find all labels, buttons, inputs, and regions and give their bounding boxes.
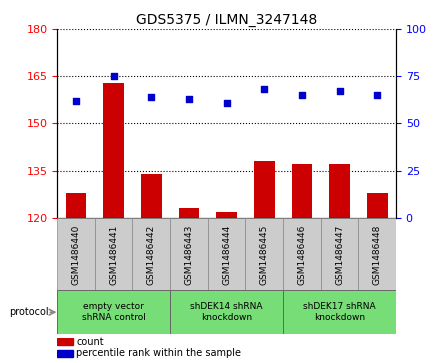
- Bar: [141, 174, 161, 218]
- Bar: [246, 218, 283, 290]
- Point: [223, 100, 230, 106]
- Bar: [66, 193, 86, 218]
- Bar: [57, 218, 95, 290]
- Bar: [95, 218, 132, 290]
- Point: [185, 96, 192, 102]
- Text: percentile rank within the sample: percentile rank within the sample: [76, 348, 241, 358]
- Bar: [179, 208, 199, 218]
- Text: GSM1486441: GSM1486441: [109, 225, 118, 285]
- Bar: [367, 193, 388, 218]
- Text: shDEK14 shRNA
knockdown: shDEK14 shRNA knockdown: [191, 302, 263, 322]
- Bar: [57, 338, 73, 345]
- Bar: [57, 350, 73, 356]
- Text: GSM1486447: GSM1486447: [335, 225, 344, 285]
- Bar: [283, 218, 321, 290]
- Text: GSM1486442: GSM1486442: [147, 225, 156, 285]
- Text: GSM1486444: GSM1486444: [222, 225, 231, 285]
- Bar: [321, 218, 358, 290]
- Bar: [254, 161, 275, 218]
- Bar: [208, 218, 246, 290]
- Point: [110, 73, 117, 79]
- Bar: [132, 218, 170, 290]
- Point: [73, 98, 80, 104]
- Point: [336, 89, 343, 94]
- Bar: [216, 212, 237, 218]
- Text: GSM1486446: GSM1486446: [297, 225, 306, 285]
- Text: GSM1486440: GSM1486440: [72, 225, 81, 285]
- Bar: [283, 290, 396, 334]
- Point: [261, 86, 268, 92]
- Text: shDEK17 shRNA
knockdown: shDEK17 shRNA knockdown: [303, 302, 376, 322]
- Bar: [292, 164, 312, 218]
- Text: GSM1486443: GSM1486443: [184, 225, 194, 285]
- Point: [298, 92, 305, 98]
- Bar: [170, 218, 208, 290]
- Bar: [329, 164, 350, 218]
- Text: count: count: [76, 337, 104, 347]
- Bar: [57, 290, 170, 334]
- Title: GDS5375 / ILMN_3247148: GDS5375 / ILMN_3247148: [136, 13, 317, 26]
- Bar: [103, 82, 124, 218]
- Bar: [170, 290, 283, 334]
- Bar: [358, 218, 396, 290]
- Point: [148, 94, 155, 100]
- Text: GSM1486448: GSM1486448: [373, 225, 381, 285]
- Text: empty vector
shRNA control: empty vector shRNA control: [82, 302, 146, 322]
- Text: GSM1486445: GSM1486445: [260, 225, 269, 285]
- Text: protocol: protocol: [9, 307, 48, 317]
- Point: [374, 92, 381, 98]
